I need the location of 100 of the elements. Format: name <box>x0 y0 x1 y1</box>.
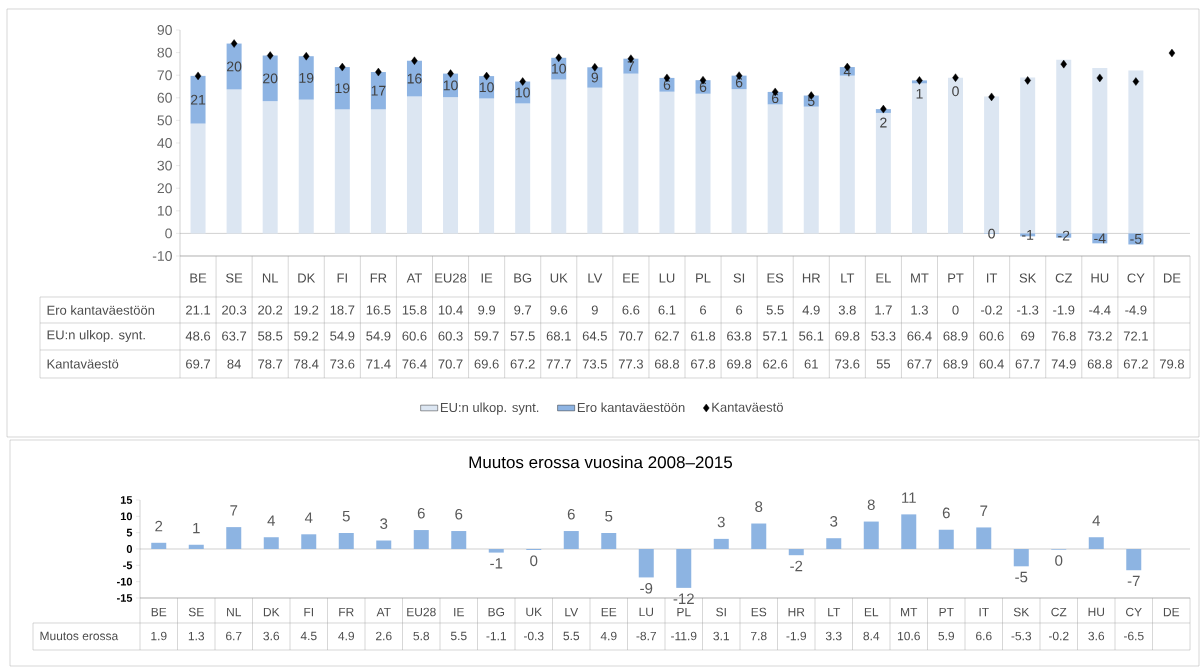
bar <box>443 97 459 234</box>
data-label: 48.6 <box>185 331 211 341</box>
text: Kantaväestö <box>47 359 119 369</box>
annotation: 21 <box>190 94 206 105</box>
data-label: 76.8 <box>1051 331 1076 341</box>
data-label: 78.7 <box>258 359 283 369</box>
y-tick-label: 60 <box>157 92 172 103</box>
bar <box>188 544 204 549</box>
point <box>1096 73 1103 83</box>
annotation: 3 <box>830 516 838 527</box>
bar <box>376 540 392 549</box>
x-tick-label: NL <box>227 607 242 617</box>
x-tick-label: UK <box>526 607 542 617</box>
text: Ero kantaväestöön <box>47 305 155 315</box>
data-label: 5.5 <box>563 631 580 641</box>
bar <box>226 527 242 549</box>
x-tick-label: LV <box>565 607 579 617</box>
annotation: 7 <box>230 505 238 516</box>
annotation: 5 <box>342 510 350 522</box>
point <box>303 52 310 61</box>
annotation: 10 <box>515 87 530 98</box>
data-label: 68.8 <box>1087 359 1112 369</box>
bar <box>788 549 804 556</box>
annotation: 6 <box>735 77 743 88</box>
data-label: 6.6 <box>622 305 640 315</box>
data-label: 77.3 <box>618 359 643 369</box>
bar <box>587 87 603 234</box>
legend-label: EU:n ulkop. synt. <box>440 402 539 415</box>
data-label: 6.7 <box>226 631 242 641</box>
data-label: 55 <box>876 359 891 369</box>
legend-label: Kantaväestö <box>712 402 783 412</box>
x-tick-label: BE <box>190 273 207 283</box>
data-label: 68.1 <box>546 331 571 341</box>
bar <box>334 109 350 234</box>
data-label: 7.8 <box>751 631 767 641</box>
data-label: 68.9 <box>943 331 968 341</box>
bar <box>938 529 954 549</box>
x-tick-label: EE <box>623 273 639 283</box>
data-label: 3.3 <box>825 631 842 641</box>
annotation: 20 <box>263 73 278 84</box>
data-label: 73.6 <box>835 359 860 369</box>
annotation: 0 <box>530 555 538 567</box>
annotation: 19 <box>299 72 314 83</box>
text: Muutos erossa <box>40 631 119 641</box>
x-tick-label: HR <box>802 273 821 283</box>
data-label: -0.2 <box>1048 631 1069 641</box>
annotation: 1 <box>193 522 200 534</box>
annotation: 6 <box>942 507 950 519</box>
point <box>230 39 238 48</box>
bar <box>298 99 314 234</box>
data-label: 70.7 <box>618 331 643 341</box>
x-tick-label: FI <box>337 273 347 283</box>
data-label: -5.3 <box>1011 631 1032 641</box>
data-label: 18.7 <box>330 305 355 315</box>
data-label: 67.2 <box>1123 359 1148 369</box>
bar <box>713 538 729 549</box>
data-label: 21.1 <box>186 305 211 315</box>
data-label: 62.6 <box>763 359 788 369</box>
x-tick-label: MT <box>901 607 918 617</box>
y-tick-label: -10 <box>152 251 172 261</box>
data-label: 4.9 <box>802 305 820 315</box>
x-tick-label: SE <box>188 607 204 617</box>
bar <box>875 112 891 234</box>
data-label: 6 <box>700 305 707 315</box>
bar <box>413 530 429 549</box>
data-label: 54.9 <box>366 331 391 341</box>
data-label: 9.7 <box>514 305 532 315</box>
x-tick-label: SK <box>1013 607 1030 617</box>
chart-title: Muutos erossa vuosina 2008–2015 <box>469 455 733 469</box>
y-tick-label: 15 <box>120 496 133 504</box>
x-tick-label: FR <box>339 607 354 617</box>
annotation: -4 <box>1094 233 1106 244</box>
x-tick-label: ES <box>767 273 784 283</box>
bar <box>901 514 917 549</box>
bar <box>226 89 242 234</box>
data-label: 16.5 <box>366 305 391 315</box>
y-tick-label: 20 <box>157 183 172 194</box>
bar <box>563 531 579 549</box>
data-label: 62.7 <box>654 331 679 341</box>
x-tick-label: IT <box>987 273 998 283</box>
data-label: 20.3 <box>222 305 247 315</box>
data-label: 1.7 <box>875 305 892 315</box>
x-tick-label: MT <box>911 273 929 283</box>
annotation: 4 <box>1092 515 1100 526</box>
x-tick-label: SI <box>733 273 745 283</box>
x-tick-label: EL <box>864 607 879 617</box>
y-tick-label: -10 <box>117 577 133 586</box>
point <box>339 62 346 72</box>
data-label: 4.9 <box>338 631 355 641</box>
bar <box>488 549 504 553</box>
annotation: 16 <box>407 73 422 84</box>
data-label: -0.3 <box>523 631 544 641</box>
data-label: 68.8 <box>654 359 680 369</box>
data-label: 74.9 <box>1051 359 1076 369</box>
bar <box>370 109 386 234</box>
bar <box>370 72 386 110</box>
annotation: 2 <box>155 520 163 532</box>
x-tick-label: CY <box>1127 273 1145 283</box>
text: EU:n ulkop. synt. <box>47 329 145 343</box>
data-label: 9.9 <box>478 305 496 315</box>
